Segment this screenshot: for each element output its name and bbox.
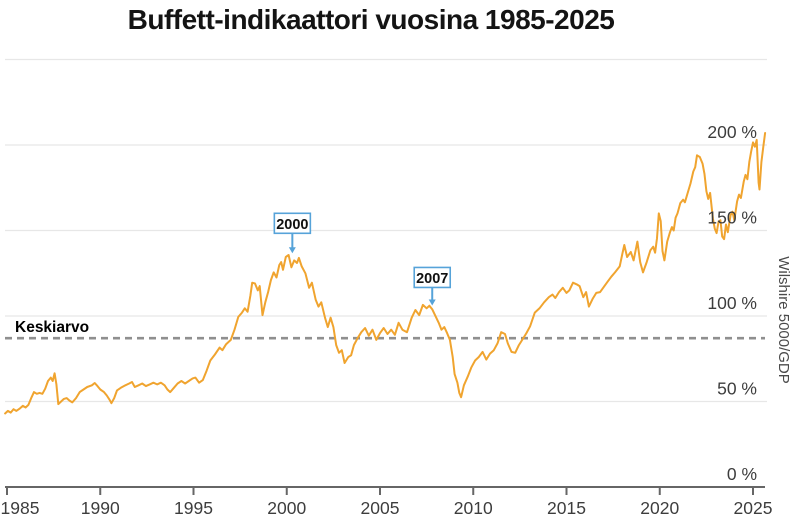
annotation-arrow-2000 (288, 247, 296, 254)
x-tick-label-2010: 2010 (454, 498, 493, 518)
y-tick-label-0: 0 % (727, 464, 757, 484)
average-line-label: Keskiarvo (15, 319, 89, 336)
annotation-arrow-2007 (428, 299, 436, 306)
x-tick-label-2015: 2015 (547, 498, 586, 518)
y-tick-label-150: 150 % (707, 208, 757, 228)
y-tick-label-100: 100 % (707, 293, 757, 313)
x-tick-label-2020: 2020 (640, 498, 679, 518)
annotation-label-2000: 2000 (276, 217, 308, 233)
y-tick-label-50: 50 % (717, 379, 757, 399)
y-tick-label-200: 200 % (707, 122, 757, 142)
x-tick-label-1990: 1990 (81, 498, 120, 518)
series-line-buffett-indicator (4, 132, 767, 415)
x-tick-label-2025: 2025 (734, 498, 773, 518)
chart-title: Buffett-indikaattori vuosina 1985-2025 (127, 4, 615, 35)
x-tick-label-2005: 2005 (361, 498, 400, 518)
x-tick-label-1985: 1985 (1, 498, 40, 518)
annotation-box-2000 (273, 212, 312, 235)
y-axis-title: Wilshire 5000/GDP (775, 256, 792, 384)
annotation-box-2007 (413, 266, 452, 289)
x-tick-label-1995: 1995 (174, 498, 213, 518)
annotation-label-2007: 2007 (416, 271, 448, 287)
x-tick-label-2000: 2000 (267, 498, 306, 518)
